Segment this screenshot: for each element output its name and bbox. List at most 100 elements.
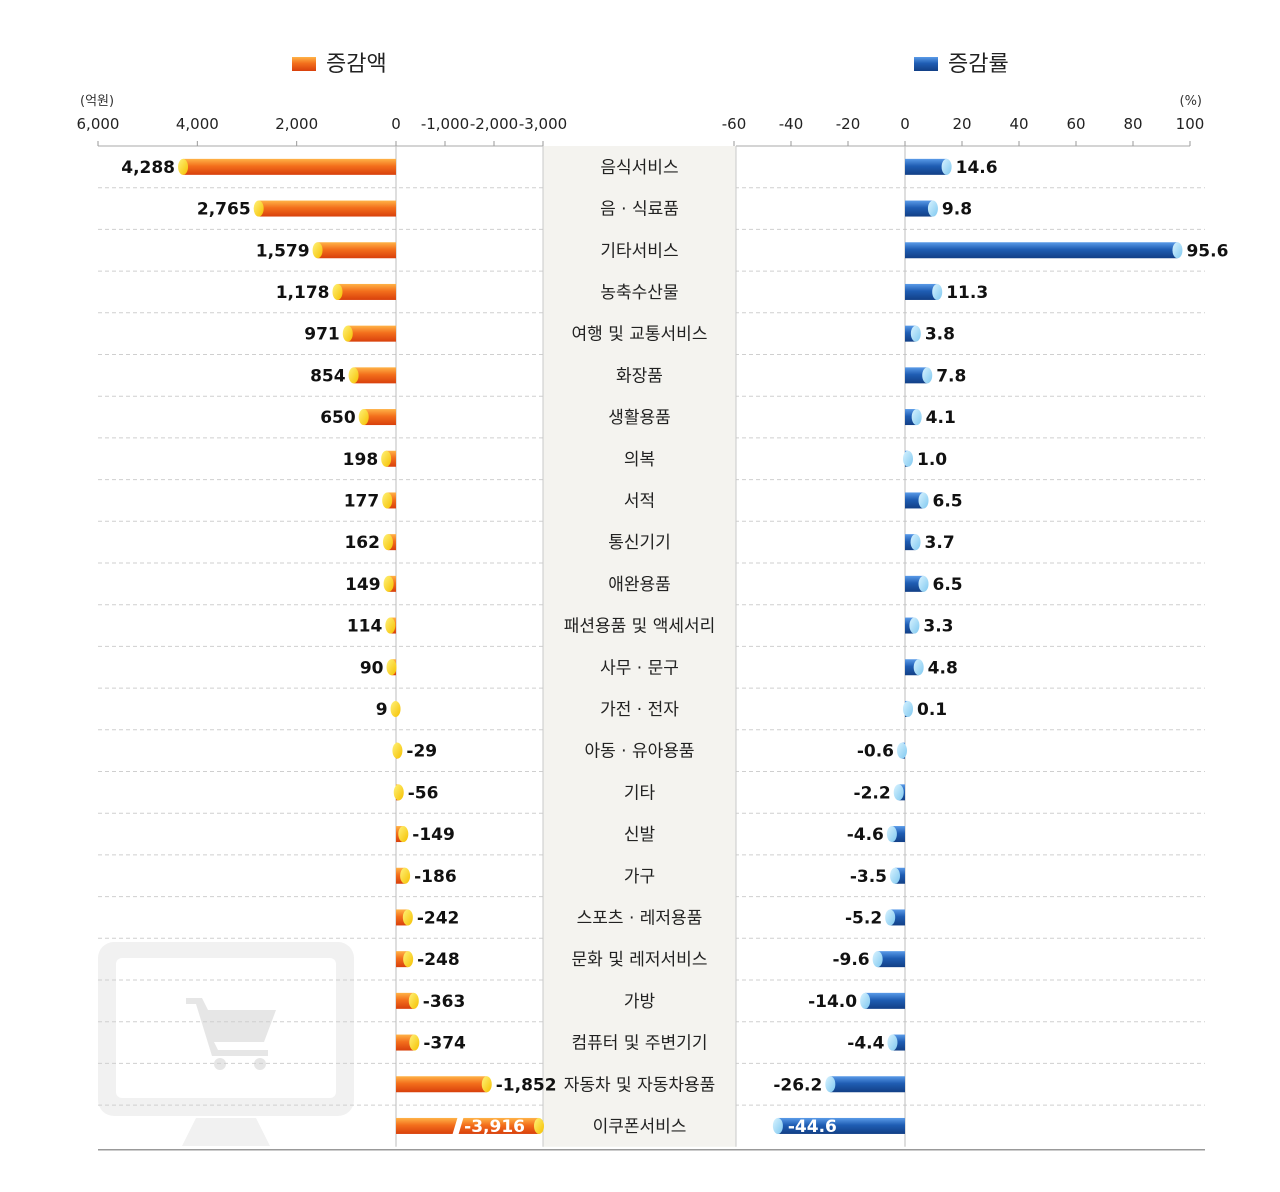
bar-rate-body	[905, 242, 1178, 259]
bar-rate-body	[905, 325, 916, 342]
bar-rate-cap	[872, 951, 883, 968]
category-label: 여행 및 교통서비스	[572, 325, 708, 345]
bar-rate-body	[905, 283, 938, 300]
bar-rate	[872, 951, 905, 968]
bar-amount-body	[396, 1076, 487, 1093]
bar-rate-value-label: 4.1	[926, 408, 956, 428]
category-label: 사무 · 문구	[600, 658, 679, 678]
bar-rate	[772, 1117, 905, 1134]
bar-rate-body	[905, 575, 924, 592]
bar-rate-value-label: 11.3	[946, 283, 988, 303]
bar-amount-cap	[398, 826, 409, 843]
bar-rate	[897, 742, 907, 759]
bar-amount	[390, 700, 401, 717]
bar-amount-value-label: 162	[344, 533, 380, 553]
bar-rate	[905, 492, 929, 509]
bar-rate-cap	[893, 784, 904, 801]
bar-amount	[348, 367, 396, 384]
bar-amount-value-label: -149	[412, 825, 455, 845]
right-tick-label: 40	[1009, 115, 1028, 133]
bar-amount-cap	[392, 742, 403, 759]
bar-amount	[386, 659, 397, 676]
category-label: 애완용품	[608, 575, 671, 595]
bar-amount	[382, 492, 396, 509]
bar-rate-cap	[1172, 242, 1183, 259]
bar-amount	[381, 450, 396, 467]
right-tick-label: -20	[836, 115, 861, 133]
bar-amount-body	[353, 367, 396, 384]
bar-rate-value-label: -9.6	[832, 950, 869, 970]
bar-rate-cap	[772, 1117, 783, 1134]
bar-rate-value-label: -4.4	[847, 1034, 884, 1054]
bar-rate-value-label: 4.8	[928, 658, 958, 678]
bar-amount-value-label: 2,765	[197, 200, 251, 220]
category-label: 서적	[624, 491, 655, 511]
bar-amount-value-label: 1,579	[256, 241, 310, 261]
bar-amount	[385, 617, 396, 634]
category-label: 이쿠폰서비스	[593, 1117, 687, 1137]
bar-rate-value-label: 0.1	[917, 700, 947, 720]
bar-amount-body	[396, 909, 408, 926]
bar-amount-value-label: 149	[345, 575, 381, 595]
bar-rate-cap	[890, 867, 901, 884]
bar-amount	[396, 1034, 420, 1051]
bar-amount-value-label: 198	[343, 450, 379, 470]
bar-rate	[905, 325, 921, 342]
bar-amount	[396, 826, 409, 843]
left-axis-unit: (억원)	[80, 94, 114, 109]
bar-rate	[905, 242, 1183, 259]
bar-amount-value-label: -186	[414, 867, 457, 887]
bar-rate-body	[905, 158, 947, 175]
bar-amount-value-label: -242	[417, 908, 460, 928]
bar-amount-value-label: -56	[408, 783, 439, 803]
bar-rate-value-label: 9.8	[942, 200, 972, 220]
bar-rate-body	[777, 1117, 905, 1134]
bar-rate-cap	[910, 534, 921, 551]
bar-amount	[396, 909, 413, 926]
category-label: 의복	[624, 450, 655, 470]
bar-amount-value-label: -1,852	[496, 1075, 557, 1095]
bar-amount-cap	[534, 1117, 544, 1134]
category-label: 문화 및 레저서비스	[572, 950, 708, 970]
bar-amount-body	[363, 409, 396, 426]
category-band	[543, 146, 736, 1147]
bar-amount-value-label: 854	[310, 366, 346, 386]
bar-rate-body	[905, 409, 917, 426]
bar-amount-cap	[408, 992, 419, 1009]
bar-rate-value-label: -26.2	[773, 1075, 822, 1095]
bar-rate	[905, 200, 938, 217]
bar-rate	[885, 909, 905, 926]
bar-rate-value-label: 1.0	[917, 450, 947, 470]
bar-rate-cap	[860, 992, 871, 1009]
category-label: 화장품	[616, 366, 663, 386]
bar-amount-cap	[382, 492, 393, 509]
bar-amount-cap	[403, 951, 414, 968]
left-tick-label: 0	[391, 115, 401, 133]
bar-amount-body	[396, 1034, 415, 1051]
bar-rate	[886, 826, 905, 843]
bar-rate-body	[905, 200, 933, 217]
left-tick-label: 4,000	[176, 115, 219, 133]
legend-label-rate: 증감률	[948, 52, 1009, 77]
monitor-cart-icon	[98, 942, 354, 1146]
bar-amount-cap	[312, 242, 323, 259]
legend-swatch-rate	[914, 57, 938, 71]
category-label: 기타	[624, 783, 656, 803]
bar-rate-value-label: -2.2	[854, 783, 891, 803]
bar-rate-value-label: -0.6	[857, 742, 894, 762]
bar-rate-cap	[887, 1034, 898, 1051]
left-tick-label: 6,000	[77, 115, 120, 133]
bar-amount-value-label: 177	[344, 491, 380, 511]
bar-rate	[825, 1076, 905, 1093]
bar-amount-value-label: 4,288	[121, 158, 175, 178]
bar-amount	[342, 325, 396, 342]
bar-amount-value-label: -374	[423, 1034, 466, 1054]
bar-amount-cap	[358, 409, 369, 426]
bar-amount-cap	[409, 1034, 420, 1051]
bar-amount	[393, 784, 404, 801]
bar-amount-value-label: -29	[406, 742, 437, 762]
bar-rate	[903, 450, 913, 467]
bar-rate	[890, 867, 905, 884]
legend-label-amount: 증감액	[326, 52, 387, 77]
right-tick-label: -40	[779, 115, 804, 133]
